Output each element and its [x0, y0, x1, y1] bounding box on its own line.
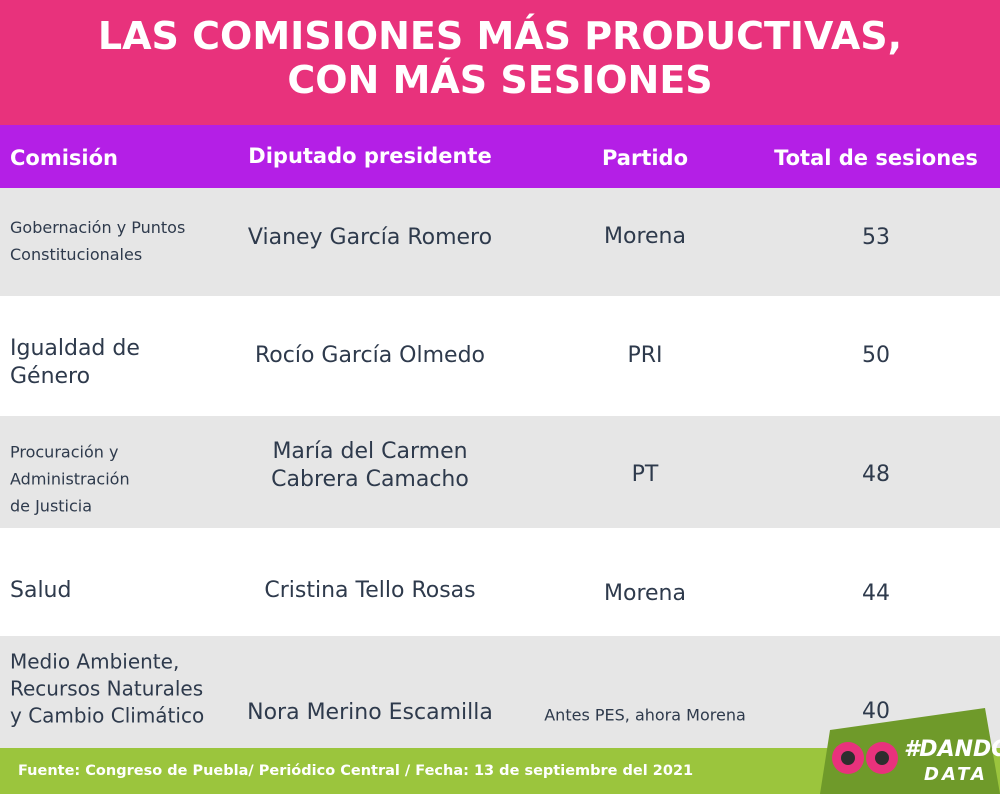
cell-line: Salud	[10, 578, 72, 603]
cell: 50	[862, 343, 890, 368]
cell-line: Cristina Tello Rosas	[264, 578, 476, 603]
cell-line: Constitucionales	[10, 245, 143, 264]
cell: Procuración y Administración de Justicia	[10, 439, 130, 520]
cell: 48	[862, 462, 890, 487]
cell-line: de Justicia	[10, 496, 93, 516]
cell-line: Medio Ambiente,	[10, 649, 180, 674]
cell: María del Carmen Cabrera Camacho	[220, 438, 520, 494]
cell: PT	[631, 462, 659, 487]
cell: 40	[862, 699, 890, 724]
logo-text: DATA	[924, 764, 988, 785]
logo-panel	[820, 708, 1000, 794]
source: Fuente: Congreso de Puebla/ Periódico Ce…	[18, 763, 694, 779]
header-cell: Comisión	[10, 146, 118, 170]
cell-line: y Cambio Climático	[10, 703, 205, 728]
title-line: LAS COMISIONES MÁS PRODUCTIVAS,	[97, 14, 903, 58]
cell: 44	[862, 581, 890, 606]
cell: Morena	[604, 224, 686, 249]
cell: Medio Ambiente, Recursos Naturales y Cam…	[10, 649, 204, 730]
cell-line: Cabrera Camacho	[271, 467, 469, 492]
title-bar: LAS COMISIONES MÁS PRODUCTIVAS, CON MÁS …	[0, 0, 1000, 125]
logo-text: #DANDO	[904, 737, 1000, 762]
cell: Nora Merino Escamilla	[220, 699, 520, 727]
row-bg	[0, 416, 1000, 528]
cell-line: Nora Merino Escamilla	[247, 700, 493, 725]
header-cell: Diputado presidente	[248, 144, 492, 168]
cell-line: Administración	[10, 469, 130, 489]
header-cell: Total de sesiones	[774, 146, 978, 170]
cell-line: Vianey García Romero	[247, 225, 493, 250]
row-bg	[0, 188, 1000, 296]
logo-eye	[875, 751, 889, 765]
cell: PRI	[627, 343, 663, 368]
cell: Vianey García Romero	[220, 224, 520, 252]
cell: Cristina Tello Rosas	[220, 577, 520, 605]
cell-line: Género	[10, 364, 91, 389]
logo: #DANDO DATA	[820, 708, 1000, 794]
cell: Igualdad de Género	[10, 335, 140, 391]
row-bg	[0, 636, 1000, 748]
title-line: CON MÁS SESIONES	[287, 58, 713, 102]
header-row	[0, 125, 1000, 188]
cell: Rocío García Olmedo	[220, 342, 520, 370]
cell-line: Recursos Naturales	[10, 676, 204, 701]
cell-line: María del Carmen	[272, 439, 468, 464]
cell: Morena	[604, 581, 686, 606]
cell-line: Igualdad de	[10, 336, 140, 361]
header-cell: Partido	[601, 146, 689, 170]
cell-line: Gobernación y Puntos	[10, 218, 186, 237]
cell-line: Rocío García Olmedo	[254, 343, 485, 368]
cell: Salud	[10, 577, 71, 605]
cell: 53	[862, 225, 890, 250]
cell: Antes PES, ahora Morena	[544, 705, 746, 725]
logo-eye	[841, 751, 855, 765]
cell: Gobernación y Puntos Constitucionales	[10, 214, 185, 268]
cell-line: Procuración y	[10, 442, 119, 462]
